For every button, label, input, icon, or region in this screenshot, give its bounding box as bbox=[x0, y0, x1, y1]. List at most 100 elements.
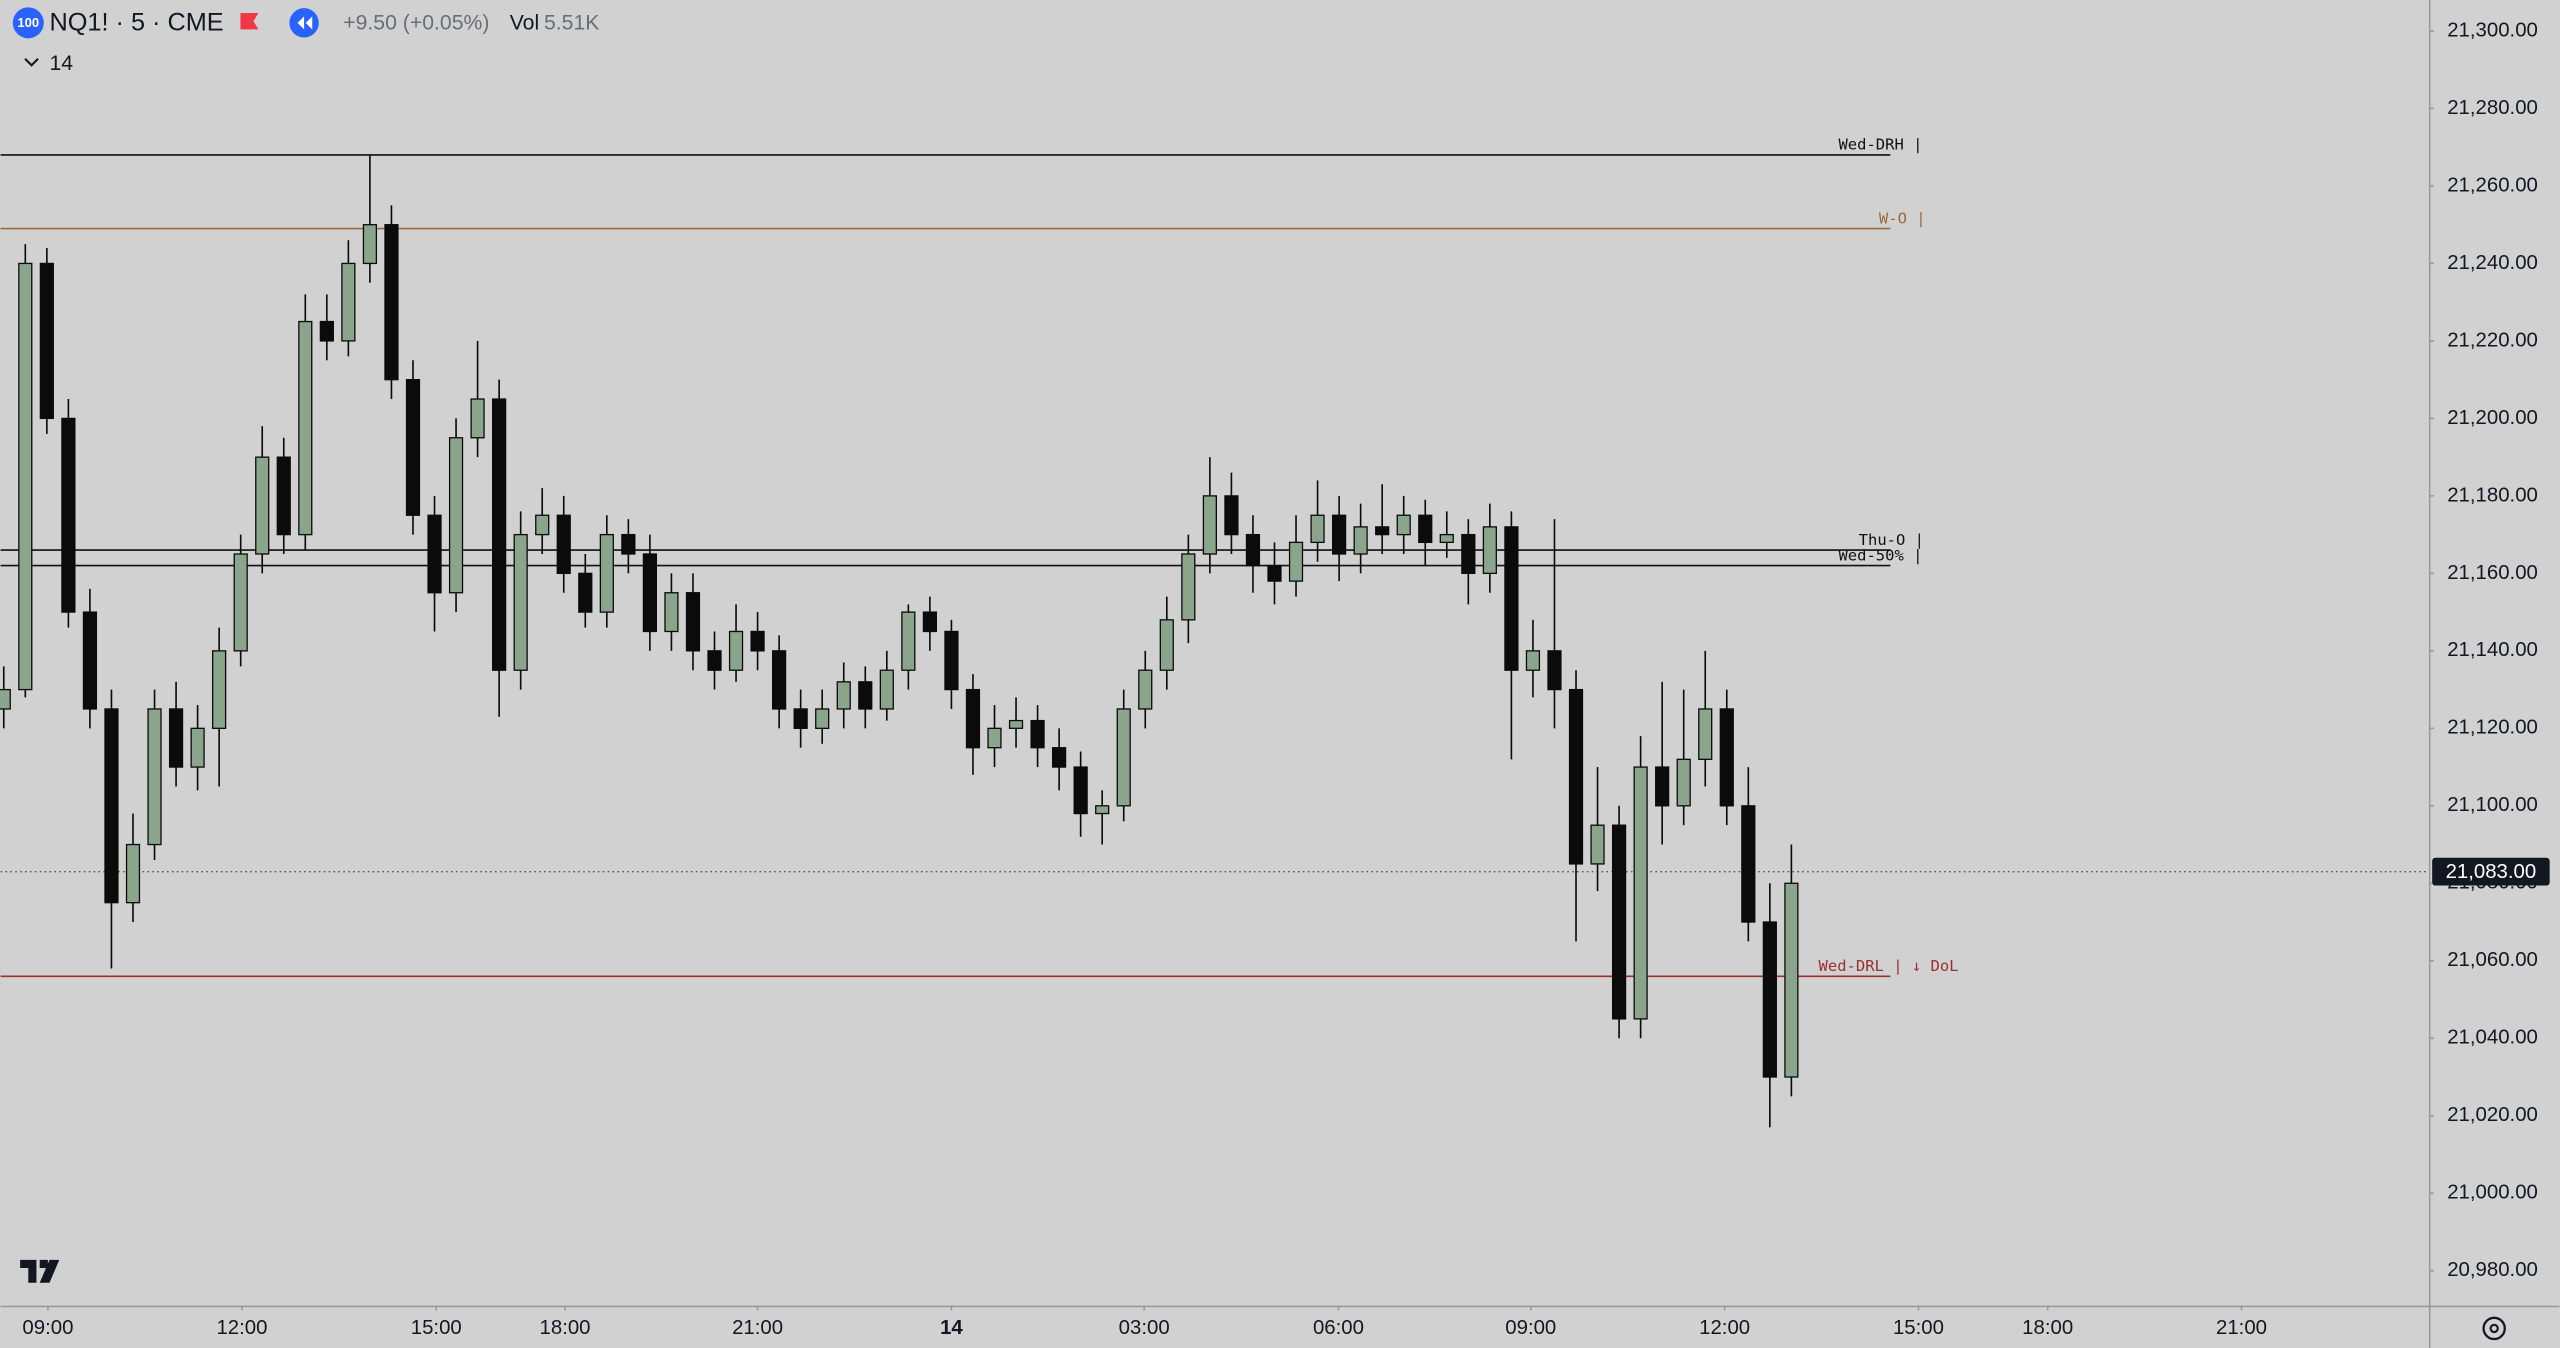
candle-body bbox=[664, 592, 679, 633]
y-tick-label: 21,100.00 bbox=[2447, 794, 2538, 816]
x-tick-label: 15:00 bbox=[1893, 1317, 1944, 1339]
level-label: Thu-O | bbox=[1859, 531, 1924, 549]
candle-body bbox=[82, 611, 98, 710]
candle-body bbox=[1267, 564, 1282, 582]
y-tick-label: 21,060.00 bbox=[2447, 949, 2538, 971]
candle-body bbox=[470, 398, 485, 439]
candle-body bbox=[1030, 719, 1045, 749]
y-tick-label: 20,980.00 bbox=[2447, 1259, 2538, 1281]
price-change: +9.50 (+0.05%) bbox=[343, 11, 489, 34]
y-tick-label: 21,260.00 bbox=[2447, 174, 2538, 196]
symbol-badge[interactable] bbox=[12, 7, 44, 39]
candle-body bbox=[1611, 824, 1627, 1020]
flag-icon[interactable] bbox=[240, 13, 259, 30]
candle-body bbox=[362, 224, 378, 265]
candle-body bbox=[1525, 650, 1541, 671]
candle-body bbox=[125, 843, 141, 904]
last-price-label: 21,083.00 bbox=[2446, 861, 2537, 883]
y-tick-label: 21,000.00 bbox=[2447, 1182, 2538, 1204]
candle-body bbox=[1676, 758, 1691, 807]
candle-body bbox=[1633, 766, 1648, 1020]
candle-body bbox=[168, 708, 184, 768]
volume-label: Vol bbox=[510, 11, 539, 34]
candle-body bbox=[772, 650, 787, 710]
candle-body bbox=[61, 417, 76, 613]
candle-body bbox=[1073, 766, 1088, 815]
candle-body bbox=[1331, 514, 1347, 555]
indicator-label[interactable]: 14 bbox=[50, 52, 74, 75]
level-label: W-O | bbox=[1879, 209, 1926, 227]
candle-body bbox=[535, 514, 550, 536]
x-tick-label: 21:00 bbox=[2216, 1317, 2267, 1339]
candle-body bbox=[1051, 747, 1067, 768]
candle-body bbox=[987, 727, 1002, 749]
x-tick-label: 15:00 bbox=[411, 1317, 462, 1339]
y-tick-label: 21,160.00 bbox=[2447, 562, 2538, 584]
candle-body bbox=[707, 650, 722, 671]
candle-body bbox=[427, 514, 442, 594]
y-tick-label: 21,020.00 bbox=[2447, 1104, 2538, 1126]
x-tick-label: 14 bbox=[940, 1317, 963, 1339]
candle-body bbox=[1008, 719, 1024, 729]
candle-body bbox=[901, 611, 916, 671]
symbol-title[interactable]: NQ1! · 5 · CME bbox=[50, 8, 224, 36]
replay-icon-glyph bbox=[297, 16, 313, 30]
symbol-badge-text: 100 bbox=[17, 15, 39, 30]
candle-body bbox=[728, 630, 744, 671]
candle-body bbox=[1396, 514, 1411, 536]
candle-body bbox=[965, 688, 981, 749]
x-tick-label: 18:00 bbox=[2022, 1317, 2073, 1339]
candle-body bbox=[1418, 514, 1433, 544]
candle-body bbox=[1568, 688, 1584, 865]
x-tick-label: 09:00 bbox=[22, 1317, 73, 1339]
candle-body bbox=[298, 320, 313, 536]
settings-icon[interactable] bbox=[2482, 1316, 2506, 1341]
candle-body bbox=[1504, 526, 1519, 671]
y-tick-label: 21,240.00 bbox=[2447, 252, 2538, 274]
collapse-chevron[interactable] bbox=[24, 58, 39, 67]
candle-body bbox=[1159, 619, 1174, 671]
candle-body bbox=[104, 708, 119, 904]
candle-body bbox=[1461, 533, 1476, 575]
candle-body bbox=[621, 533, 636, 555]
x-tick-label: 12:00 bbox=[1699, 1317, 1750, 1339]
candle-body bbox=[836, 681, 851, 710]
candle-body bbox=[1375, 526, 1390, 536]
x-tick-label: 09:00 bbox=[1505, 1317, 1556, 1339]
x-tick-label: 06:00 bbox=[1313, 1317, 1364, 1339]
candle-body bbox=[1762, 921, 1777, 1078]
candle-body bbox=[190, 727, 205, 768]
candle-body bbox=[492, 398, 507, 671]
plot-area: Wed-DRH | W-O | Thu-O |Wed-50% | Wed-DRL | … bbox=[0, 136, 2429, 1128]
candle-body bbox=[18, 262, 33, 691]
candle-body bbox=[1138, 669, 1153, 710]
candle-body bbox=[858, 681, 873, 710]
last-price-box bbox=[2432, 857, 2550, 886]
candle-body bbox=[1095, 805, 1110, 815]
candle-body bbox=[39, 262, 54, 420]
candle-body bbox=[685, 592, 701, 652]
candle-body bbox=[1784, 882, 1799, 1078]
y-tick-label: 21,280.00 bbox=[2447, 97, 2538, 119]
candle-body bbox=[405, 379, 421, 516]
x-tick-label: 21:00 bbox=[732, 1317, 783, 1339]
candle-body bbox=[1245, 533, 1261, 567]
candle-body bbox=[384, 224, 399, 381]
candle-body bbox=[1741, 805, 1756, 923]
candle-body bbox=[642, 553, 658, 633]
logo[interactable] bbox=[20, 1259, 60, 1283]
candle-body bbox=[1310, 514, 1325, 544]
candle-body bbox=[1719, 708, 1734, 807]
level-label: Wed-DRL | ↓ DoL bbox=[1819, 957, 1959, 975]
candle-body bbox=[255, 456, 270, 555]
candle-body bbox=[319, 320, 334, 342]
candle-body bbox=[448, 437, 464, 594]
candle-body bbox=[147, 708, 162, 846]
y-tick-label: 21,040.00 bbox=[2447, 1027, 2538, 1049]
candle-body bbox=[0, 688, 11, 710]
candle-body bbox=[1288, 541, 1304, 582]
y-tick-label: 21,220.00 bbox=[2447, 329, 2538, 351]
